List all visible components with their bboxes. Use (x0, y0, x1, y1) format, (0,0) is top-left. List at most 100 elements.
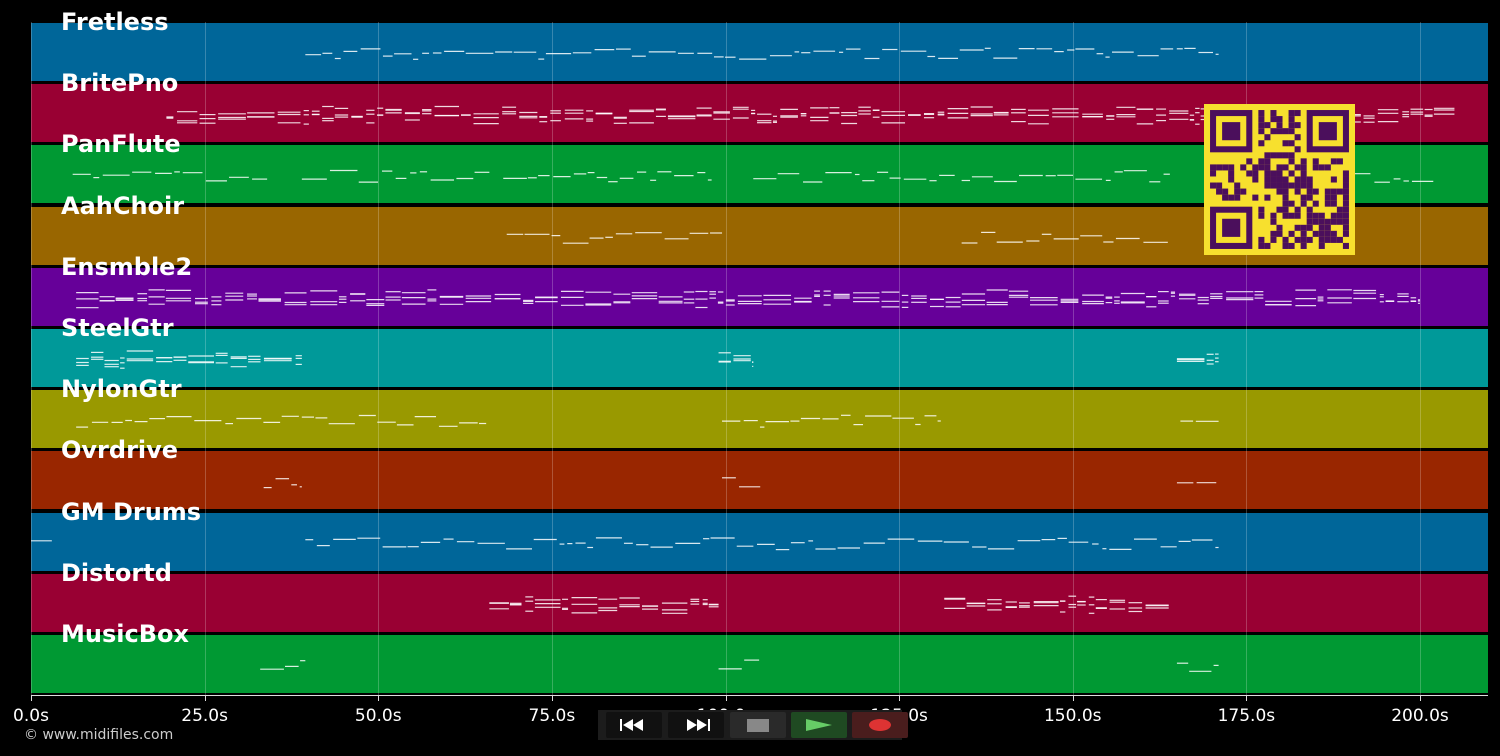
qr-module (1282, 152, 1289, 159)
track-lane (31, 22, 1488, 81)
qr-module (1264, 164, 1271, 171)
qr-module (1264, 170, 1271, 177)
axis-tick (1246, 695, 1248, 701)
qr-module (1342, 230, 1349, 237)
qr-finder (1318, 122, 1337, 141)
qr-module (1258, 236, 1265, 243)
qr-module (1234, 194, 1241, 201)
qr-module (1282, 176, 1289, 183)
qr-module (1318, 164, 1325, 171)
qr-module (1330, 236, 1337, 243)
qr-module (1306, 224, 1313, 231)
gridline (725, 22, 727, 695)
qr-module (1324, 224, 1331, 231)
qr-module (1228, 176, 1235, 183)
qr-module (1342, 224, 1349, 231)
qr-module (1264, 122, 1271, 129)
gridline (899, 22, 901, 695)
time-tick-label: 150.0s (1043, 706, 1102, 726)
qr-module (1234, 182, 1241, 189)
fast-forward-button[interactable] (668, 712, 724, 738)
qr-module (1300, 170, 1307, 177)
qr-module (1282, 236, 1289, 243)
qr-module (1234, 188, 1241, 195)
qr-module (1240, 188, 1247, 195)
qr-module (1300, 224, 1307, 231)
qr-module (1288, 158, 1295, 165)
qr-module (1294, 212, 1301, 219)
qr-module (1306, 182, 1313, 189)
qr-module (1330, 176, 1337, 183)
qr-module (1282, 128, 1289, 135)
qr-module (1288, 230, 1295, 237)
rewind-button[interactable] (606, 712, 662, 738)
time-axis-line (31, 695, 1488, 696)
stop-button[interactable] (730, 712, 786, 738)
qr-module (1300, 182, 1307, 189)
qr-module (1318, 212, 1325, 219)
qr-module (1282, 206, 1289, 213)
qr-module (1246, 158, 1253, 165)
qr-module (1258, 164, 1265, 171)
qr-module (1288, 128, 1295, 135)
track-lane (31, 572, 1488, 632)
qr-module (1294, 146, 1301, 153)
gridline (31, 22, 32, 695)
qr-module (1330, 230, 1337, 237)
qr-module (1258, 158, 1265, 165)
time-tick-label: 50.0s (354, 706, 402, 726)
qr-module (1300, 200, 1307, 207)
qr-module (1258, 122, 1265, 129)
track-name: SteelGtr (61, 314, 174, 342)
qr-module (1312, 200, 1319, 207)
qr-module (1222, 194, 1229, 201)
qr-module (1318, 230, 1325, 237)
qr-module (1270, 236, 1277, 243)
qr-module (1210, 182, 1217, 189)
qr-module (1270, 152, 1277, 159)
track-name: AahChoir (61, 191, 185, 220)
qr-module (1258, 116, 1265, 123)
qr-module (1264, 194, 1271, 201)
qr-module (1306, 194, 1313, 201)
qr-module (1312, 188, 1319, 195)
qr-module (1342, 218, 1349, 225)
axis-tick (725, 695, 727, 701)
qr-module (1300, 164, 1307, 171)
fast-forward-icon (687, 719, 710, 731)
qr-module (1228, 164, 1235, 171)
qr-module (1330, 212, 1337, 219)
gridline (1420, 22, 1421, 695)
qr-module (1282, 242, 1289, 249)
qr-module (1294, 206, 1301, 213)
qr-module (1282, 188, 1289, 195)
qr-module (1252, 164, 1259, 171)
qr-module (1294, 182, 1301, 189)
qr-module (1330, 194, 1337, 201)
record-button[interactable] (852, 712, 908, 738)
qr-module (1258, 128, 1265, 135)
axis-tick (1072, 695, 1074, 701)
play-button[interactable] (791, 712, 847, 738)
qr-module (1228, 194, 1235, 201)
gridline (1246, 22, 1248, 695)
qr-module (1312, 158, 1319, 165)
rewind-icon (620, 719, 643, 731)
qr-module (1294, 110, 1301, 117)
qr-module (1300, 194, 1307, 201)
qr-module (1288, 170, 1295, 177)
qr-module (1264, 176, 1271, 183)
qr-finder (1222, 218, 1241, 237)
qr-module (1288, 110, 1295, 117)
qr-module (1324, 218, 1331, 225)
qr-module (1222, 164, 1229, 171)
track-name: GM Drums (61, 497, 202, 526)
qr-module (1270, 128, 1277, 135)
qr-module (1336, 158, 1343, 165)
qr-module (1270, 230, 1277, 237)
qr-module (1264, 182, 1271, 189)
qr-module (1282, 164, 1289, 171)
qr-module (1330, 158, 1337, 165)
qr-module (1276, 170, 1283, 177)
